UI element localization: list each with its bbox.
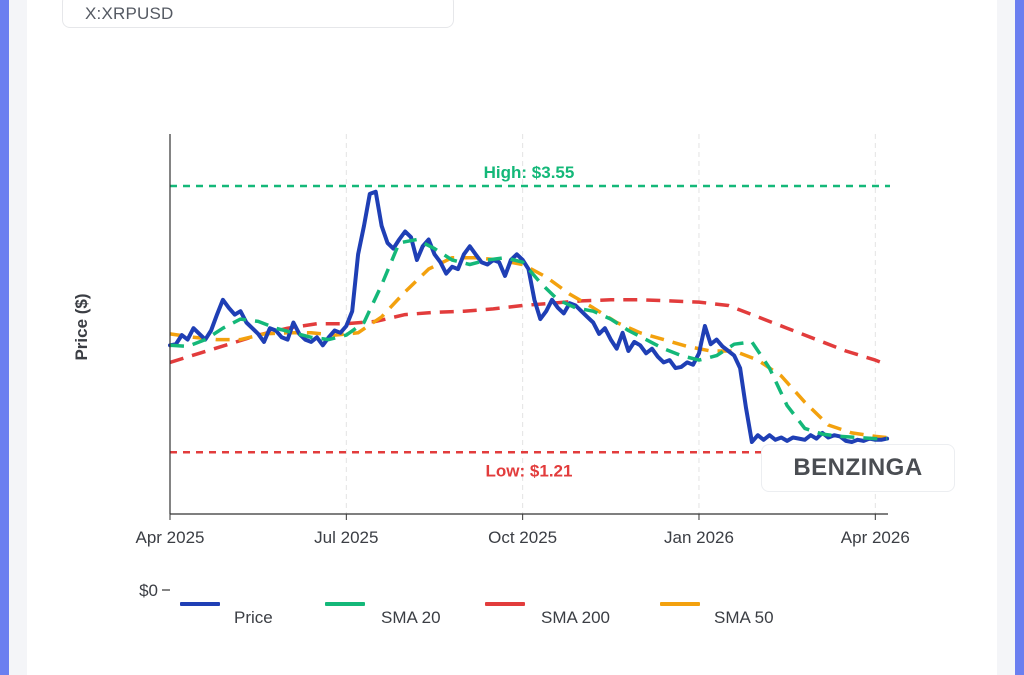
high-label: High: $3.55 bbox=[484, 163, 575, 182]
legend-label-sma50: SMA 50 bbox=[714, 608, 774, 627]
legend-swatch-price bbox=[180, 602, 220, 606]
legend-label-sma200: SMA 200 bbox=[541, 608, 610, 627]
x-tick-label: Apr 2026 bbox=[841, 528, 910, 547]
y-tick-label: $0 bbox=[139, 581, 158, 600]
legend-item-price[interactable]: Price bbox=[180, 598, 325, 634]
legend-item-sma20[interactable]: SMA 20 bbox=[325, 598, 485, 634]
reference-lines: High: $3.55 Low: $1.21 bbox=[170, 163, 890, 480]
x-tick-label: Oct 2025 bbox=[488, 528, 557, 547]
legend-item-sma50[interactable]: SMA 50 bbox=[660, 598, 800, 634]
legend-swatch-sma20 bbox=[325, 602, 365, 606]
ticker-symbol: X:XRPUSD bbox=[85, 4, 174, 23]
ticker-box[interactable]: X:XRPUSD bbox=[62, 0, 454, 28]
series-line-sma50 bbox=[169, 255, 888, 440]
legend-swatch-sma200 bbox=[485, 602, 525, 606]
axis-layer: Apr 2025 Jul 2025 Oct 2025 Jan 2026 Apr 2026… bbox=[136, 134, 910, 600]
benzinga-watermark: BENZINGA bbox=[761, 444, 955, 492]
low-label: Low: $1.21 bbox=[486, 461, 573, 480]
series-layer bbox=[168, 189, 890, 444]
series-line-price bbox=[168, 189, 890, 444]
y-axis-label: Price ($) bbox=[72, 293, 91, 360]
x-tick-label: Jan 2026 bbox=[664, 528, 734, 547]
chart-legend: Price SMA 20 SMA 200 SMA 50 bbox=[180, 598, 800, 634]
legend-label-sma20: SMA 20 bbox=[381, 608, 441, 627]
x-tick-label: Apr 2025 bbox=[136, 528, 205, 547]
series-line-sma20 bbox=[169, 237, 888, 441]
legend-item-sma200[interactable]: SMA 200 bbox=[485, 598, 660, 634]
legend-label-price: Price bbox=[234, 608, 273, 627]
legend-swatch-sma50 bbox=[660, 602, 700, 606]
x-tick-label: Jul 2025 bbox=[314, 528, 378, 547]
